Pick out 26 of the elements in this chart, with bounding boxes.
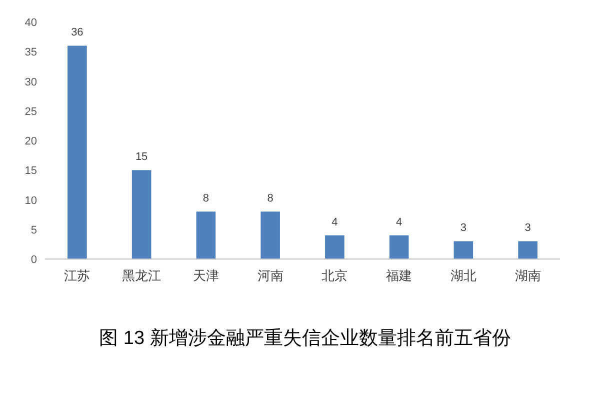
x-tick-label: 湖北 bbox=[450, 268, 476, 283]
data-label: 4 bbox=[396, 216, 402, 228]
x-tick-label: 江苏 bbox=[64, 268, 90, 283]
x-tick-label: 河南 bbox=[257, 268, 284, 283]
data-label: 8 bbox=[267, 192, 274, 205]
x-tick-label: 北京 bbox=[322, 268, 348, 283]
text: 图 13 新增涉金融严重失信企业数量排名前五省份 bbox=[99, 327, 511, 349]
y-tick-label: 0 bbox=[30, 254, 37, 266]
y-tick-label: 20 bbox=[24, 136, 37, 148]
y-tick-label: 5 bbox=[30, 224, 37, 236]
data-label: 8 bbox=[202, 192, 209, 205]
data-label: 3 bbox=[460, 222, 466, 234]
y-tick-label: 30 bbox=[24, 76, 37, 88]
x-tick-label: 福建 bbox=[386, 268, 412, 283]
y-tick-label: 25 bbox=[24, 106, 37, 118]
y-tick-label: 10 bbox=[24, 194, 37, 207]
y-tick-label: 40 bbox=[24, 17, 37, 29]
data-label: 15 bbox=[135, 151, 148, 164]
data-label: 36 bbox=[71, 26, 84, 39]
x-tick-label: 湖南 bbox=[514, 268, 541, 283]
y-tick-label: 15 bbox=[24, 165, 37, 178]
data-label: 4 bbox=[332, 216, 338, 228]
x-tick-label: 天津 bbox=[192, 268, 219, 283]
y-tick-label: 35 bbox=[24, 46, 37, 59]
x-tick-label: 黑龙江 bbox=[122, 268, 162, 283]
data-label: 3 bbox=[524, 222, 531, 234]
